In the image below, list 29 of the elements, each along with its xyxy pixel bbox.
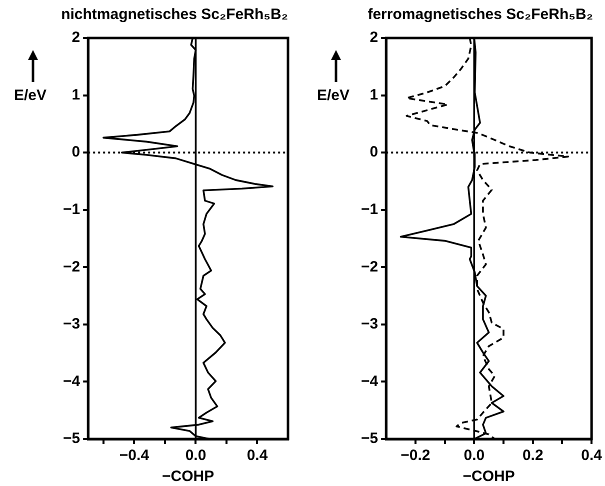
y-axis-title: E/eV [317, 87, 350, 104]
x-tick-label: 0.4 [581, 447, 603, 464]
y-tick-label: 0 [370, 144, 378, 161]
y-tick-label: 2 [72, 29, 80, 46]
x-axis-title: −COHP [462, 468, 515, 486]
y-tick-label: −4 [62, 372, 81, 390]
y-tick-label: 0 [72, 144, 80, 161]
y-tick-label: −4 [360, 372, 379, 390]
x-axis-title: −COHP [162, 468, 214, 486]
x-tick-label: −0.4 [119, 447, 150, 464]
y-tick-label: 1 [370, 86, 378, 104]
y-tick-label: 2 [370, 29, 378, 46]
y-tick-label: −1 [360, 201, 378, 218]
y-tick-label: −3 [62, 316, 80, 333]
y-tick-label: −5 [360, 430, 378, 448]
y-tick-label: −1 [62, 201, 80, 218]
y-tick-label: −2 [360, 258, 378, 276]
chart-title: nichtmagnetisches Sc₂FeRh₅B₂ [61, 6, 288, 24]
x-tick-label: 0.2 [522, 447, 544, 464]
y-axis-title: E/eV [14, 87, 47, 104]
y-tick-label: −5 [62, 430, 80, 448]
x-tick-label: 0.0 [185, 447, 206, 464]
x-tick-label: 0.4 [246, 447, 268, 464]
y-tick-label: −3 [360, 316, 378, 333]
y-tick-label: 1 [72, 86, 80, 104]
x-tick-label: 0.0 [464, 447, 485, 464]
chart-title: ferromagnetisches Sc₂FeRh₅B₂ [368, 6, 593, 24]
x-tick-label: −0.2 [400, 447, 430, 464]
y-tick-label: −2 [62, 258, 80, 276]
